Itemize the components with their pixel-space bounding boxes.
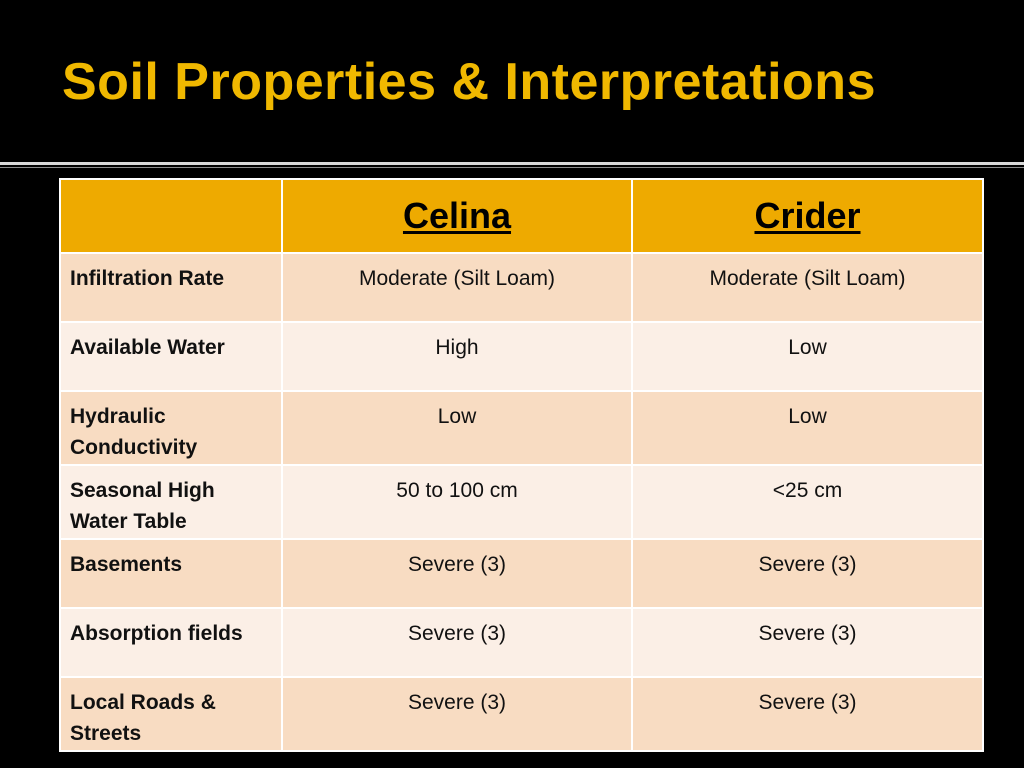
- crider-value: Low: [631, 321, 984, 392]
- row-label: Hydraulic Conductivity: [59, 390, 283, 466]
- row-label: Seasonal High Water Table: [59, 464, 283, 540]
- table-row: Absorption fields Severe (3) Severe (3): [59, 607, 984, 678]
- crider-value: Severe (3): [631, 676, 984, 752]
- crider-value: Severe (3): [631, 607, 984, 678]
- crider-value: Low: [631, 390, 984, 466]
- crider-value: Moderate (Silt Loam): [631, 252, 984, 323]
- celina-value: Low: [281, 390, 633, 466]
- row-label: Absorption fields: [59, 607, 283, 678]
- crider-value: Severe (3): [631, 538, 984, 609]
- table-row: Local Roads & Streets Severe (3) Severe …: [59, 676, 984, 752]
- celina-value: Severe (3): [281, 538, 633, 609]
- row-label: Infiltration Rate: [59, 252, 283, 323]
- slide-title: Soil Properties & Interpretations: [62, 53, 876, 111]
- title-bar: Soil Properties & Interpretations: [0, 0, 1024, 160]
- celina-value: Moderate (Silt Loam): [281, 252, 633, 323]
- celina-value: Severe (3): [281, 607, 633, 678]
- header-cell-empty: [59, 178, 283, 254]
- crider-value: <25 cm: [631, 464, 984, 540]
- row-label: Local Roads & Streets: [59, 676, 283, 752]
- table-header-row: Celina Crider: [59, 178, 984, 254]
- header-cell-crider: Crider: [631, 178, 984, 254]
- soil-comparison-table: Celina Crider Infiltration Rate Moderate…: [59, 178, 984, 752]
- table-row: Infiltration Rate Moderate (Silt Loam) M…: [59, 252, 984, 323]
- row-label: Available Water: [59, 321, 283, 392]
- row-label: Basements: [59, 538, 283, 609]
- column-title-celina: Celina: [402, 195, 512, 236]
- table-row: Basements Severe (3) Severe (3): [59, 538, 984, 609]
- celina-value: 50 to 100 cm: [281, 464, 633, 540]
- celina-value: Severe (3): [281, 676, 633, 752]
- title-divider-shadow: [0, 167, 1024, 168]
- title-divider: [0, 162, 1024, 165]
- table-row: Available Water High Low: [59, 321, 984, 392]
- table-row: Hydraulic Conductivity Low Low: [59, 390, 984, 466]
- header-cell-celina: Celina: [281, 178, 633, 254]
- celina-value: High: [281, 321, 633, 392]
- column-title-crider: Crider: [754, 195, 861, 236]
- table-row: Seasonal High Water Table 50 to 100 cm <…: [59, 464, 984, 540]
